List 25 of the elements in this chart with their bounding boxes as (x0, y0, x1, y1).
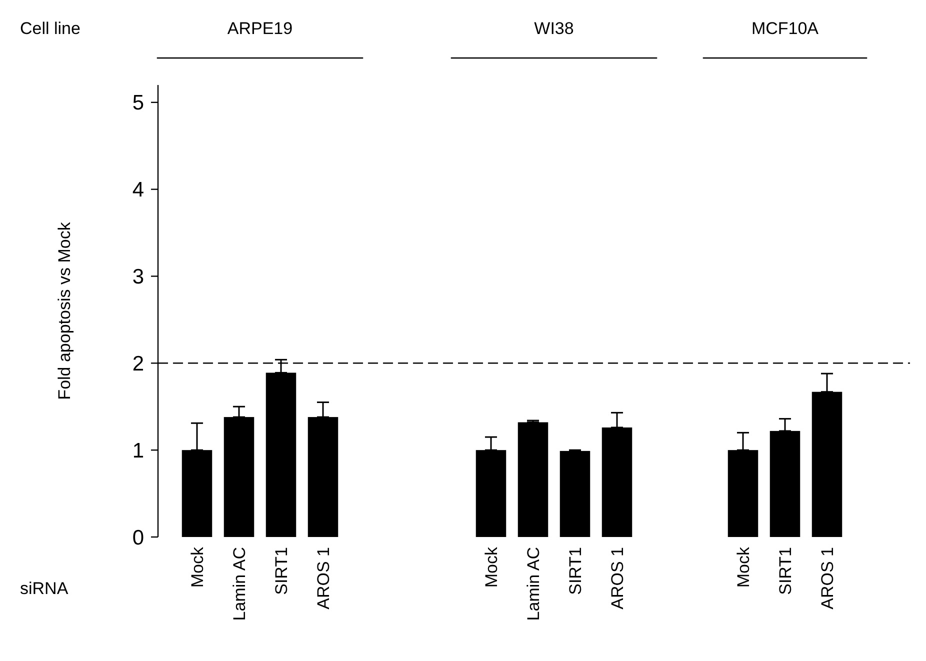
y-tick-label: 2 (132, 352, 144, 376)
y-tick-label: 1 (132, 439, 144, 462)
y-tick-label: 3 (132, 266, 144, 289)
x-tick-label: Lamin AC (230, 547, 249, 621)
bar (518, 422, 548, 537)
text: Cell line (20, 19, 80, 38)
x-tick-label: SIRT1 (272, 547, 291, 595)
x-tick-label: AROS 1 (314, 547, 333, 610)
y-axis-title: Fold apoptosis vs Mock (55, 222, 74, 400)
text: siRNA (20, 579, 69, 598)
x-tick-label: Mock (734, 546, 753, 588)
text: MCF10A (751, 19, 820, 38)
y-tick-label: 0 (132, 526, 144, 550)
x-tick-label: Mock (188, 546, 207, 588)
x-tick-label: AROS 1 (608, 547, 627, 610)
x-tick-label: Mock (482, 546, 501, 588)
x-tick-label: SIRT1 (566, 547, 585, 595)
text: WI38 (534, 19, 574, 38)
x-tick-label: SIRT1 (776, 547, 795, 595)
y-tick-label: 5 (132, 92, 144, 115)
x-tick-label: Lamin AC (524, 547, 543, 621)
text: ARPE19 (227, 19, 293, 38)
y-tick-label: 4 (132, 178, 144, 202)
bar (560, 450, 590, 537)
x-tick-label: AROS 1 (818, 547, 837, 610)
